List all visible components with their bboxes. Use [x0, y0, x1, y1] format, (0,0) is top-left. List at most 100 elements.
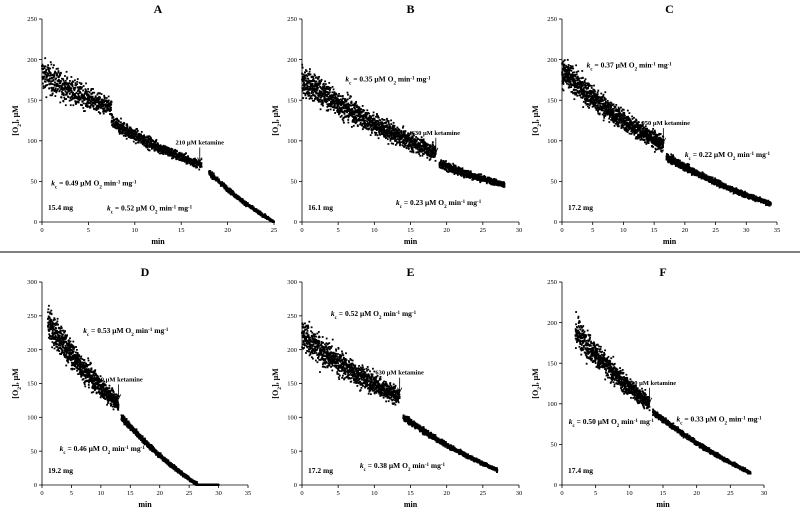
data-point — [121, 130, 124, 133]
data-point — [150, 142, 153, 145]
data-point — [90, 89, 92, 92]
data-point — [302, 73, 305, 76]
data-point — [387, 143, 390, 145]
data-point — [357, 114, 360, 117]
data-point — [176, 158, 179, 160]
data-point — [56, 83, 59, 86]
data-point — [47, 66, 50, 69]
data-point — [322, 91, 325, 93]
data-point — [165, 149, 168, 151]
data-point — [317, 98, 320, 100]
data-point — [327, 85, 329, 88]
data-point — [384, 135, 387, 138]
data-point — [315, 76, 317, 79]
data-point — [110, 101, 113, 103]
data-point — [329, 97, 332, 100]
data-point — [82, 89, 84, 92]
data-point — [308, 97, 311, 100]
data-point — [83, 110, 85, 113]
data-point — [392, 136, 395, 138]
data-point — [334, 112, 337, 114]
data-point — [386, 138, 389, 141]
data-point — [386, 124, 388, 127]
data-point — [134, 132, 137, 135]
data-point — [353, 105, 356, 108]
data-point — [62, 78, 64, 80]
data-point — [44, 72, 46, 75]
data-point — [370, 123, 373, 126]
data-point — [408, 136, 411, 139]
data-point — [392, 126, 394, 129]
data-point — [47, 78, 50, 81]
data-point — [323, 85, 326, 87]
data-point — [310, 82, 312, 85]
data-point — [384, 124, 387, 127]
data-point — [385, 131, 388, 133]
injection-label: 630 μM ketamine — [412, 130, 461, 137]
data-point — [366, 125, 369, 128]
data-point — [309, 97, 312, 100]
data-point — [321, 100, 324, 103]
data-point — [404, 130, 407, 132]
data-point — [72, 104, 75, 107]
data-point — [117, 129, 120, 131]
data-point — [97, 111, 100, 113]
data-point — [143, 144, 146, 147]
data-point — [342, 103, 344, 105]
data-point — [71, 85, 74, 88]
data-point — [68, 85, 71, 88]
data-point — [311, 80, 314, 82]
data-point — [44, 86, 46, 89]
data-point — [326, 100, 329, 103]
y-tick-label: 0 — [554, 219, 557, 226]
data-point — [82, 107, 85, 109]
data-point — [119, 132, 122, 134]
data-point — [208, 170, 211, 172]
data-point — [576, 94, 579, 97]
data-point — [396, 129, 398, 132]
data-point — [129, 134, 131, 137]
data-point — [347, 119, 350, 121]
data-point — [336, 111, 339, 113]
data-point — [85, 104, 88, 107]
data-point — [419, 139, 421, 141]
data-point — [332, 88, 335, 91]
data-point — [135, 134, 137, 137]
data-point — [358, 108, 361, 110]
data-point — [90, 92, 93, 95]
data-point — [118, 120, 120, 123]
data-point — [397, 136, 400, 138]
data-point — [168, 148, 171, 150]
data-point — [149, 136, 152, 139]
data-point — [323, 96, 326, 99]
data-point — [52, 76, 55, 79]
data-point — [223, 183, 226, 185]
data-point — [346, 104, 349, 106]
data-point — [103, 97, 106, 100]
data-point — [394, 127, 397, 130]
data-point — [409, 150, 412, 153]
data-point — [352, 124, 355, 127]
data-point — [431, 141, 434, 144]
data-point — [327, 93, 330, 96]
data-point — [377, 116, 380, 119]
data-point — [88, 101, 91, 104]
data-point — [213, 174, 216, 177]
data-point — [103, 107, 106, 110]
mass-label: 15.4 mg — [48, 203, 73, 212]
data-point — [368, 112, 370, 115]
data-point — [340, 104, 343, 107]
data-point — [144, 138, 147, 141]
data-point — [306, 88, 308, 91]
data-point — [54, 89, 57, 92]
data-point — [580, 86, 583, 89]
data-point — [408, 143, 411, 146]
data-point — [325, 87, 327, 90]
data-point — [62, 79, 65, 82]
data-point — [81, 100, 84, 103]
data-point — [331, 91, 334, 94]
data-point — [61, 77, 63, 80]
data-point — [171, 148, 174, 151]
data-point — [65, 91, 68, 94]
data-point — [133, 137, 136, 139]
